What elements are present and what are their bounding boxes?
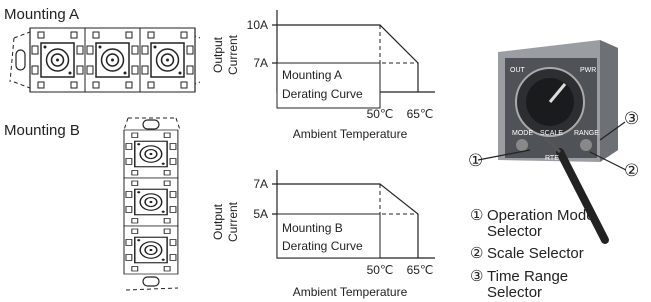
y-axis-label: Output <box>211 36 225 73</box>
x-label: 50℃ <box>367 107 394 121</box>
box-label: Derating Curve <box>282 239 363 253</box>
legend-text: Selector <box>487 223 542 240</box>
device-label: MODE <box>512 130 533 137</box>
x-label: 65℃ <box>407 263 434 277</box>
y-label: 5A <box>253 207 268 221</box>
y-label: 7A <box>253 56 268 70</box>
box-label: Mounting B <box>282 221 343 235</box>
y-axis-label: Output <box>211 203 225 240</box>
legend-text: Selector <box>487 284 542 301</box>
legend: ① Operation Mode Selector ② Scale Select… <box>470 207 595 301</box>
page: Mounting A Mounting B Output Current 10A… <box>0 0 651 302</box>
device-label: PWR <box>580 67 596 74</box>
slot <box>16 50 25 70</box>
legend-text: Time Range <box>487 268 568 285</box>
callout: ② <box>624 161 639 180</box>
device-label: RTE <box>545 155 559 162</box>
mounting-b: Mounting B <box>4 118 180 290</box>
device-label: SCALE <box>540 130 563 137</box>
title: Mounting A <box>4 6 79 23</box>
mounting-a: Mounting A <box>4 6 200 92</box>
title: Mounting B <box>4 122 80 139</box>
legend-marker: ③ <box>470 268 483 285</box>
x-axis-label: Ambient Temperature <box>293 127 408 141</box>
y-axis-label: Current <box>226 201 240 242</box>
legend-text: Scale Selector <box>487 245 584 262</box>
legend-text: Operation Mode <box>487 207 595 224</box>
callout: ③ <box>624 109 639 128</box>
box-label: Mounting A <box>282 68 342 82</box>
x-label: 65℃ <box>407 107 434 121</box>
x-label: 50℃ <box>367 263 394 277</box>
curve-a: Output Current 10A 7A 50℃ 65℃ Mounting A… <box>211 10 435 141</box>
y-label: 10A <box>247 18 268 32</box>
y-axis-label: Current <box>226 34 240 75</box>
device-label: RANGE <box>574 130 599 137</box>
curve-b: Output Current 7A 5A 50℃ 65℃ Mounting B … <box>211 170 435 299</box>
box-label: Derating Curve <box>282 87 363 101</box>
legend-marker: ① <box>470 207 483 224</box>
device-label: OUT <box>510 67 526 74</box>
legend-marker: ② <box>470 245 483 262</box>
x-axis-label: Ambient Temperature <box>293 285 408 299</box>
y-label: 7A <box>253 177 268 191</box>
callout: ① <box>468 151 483 170</box>
